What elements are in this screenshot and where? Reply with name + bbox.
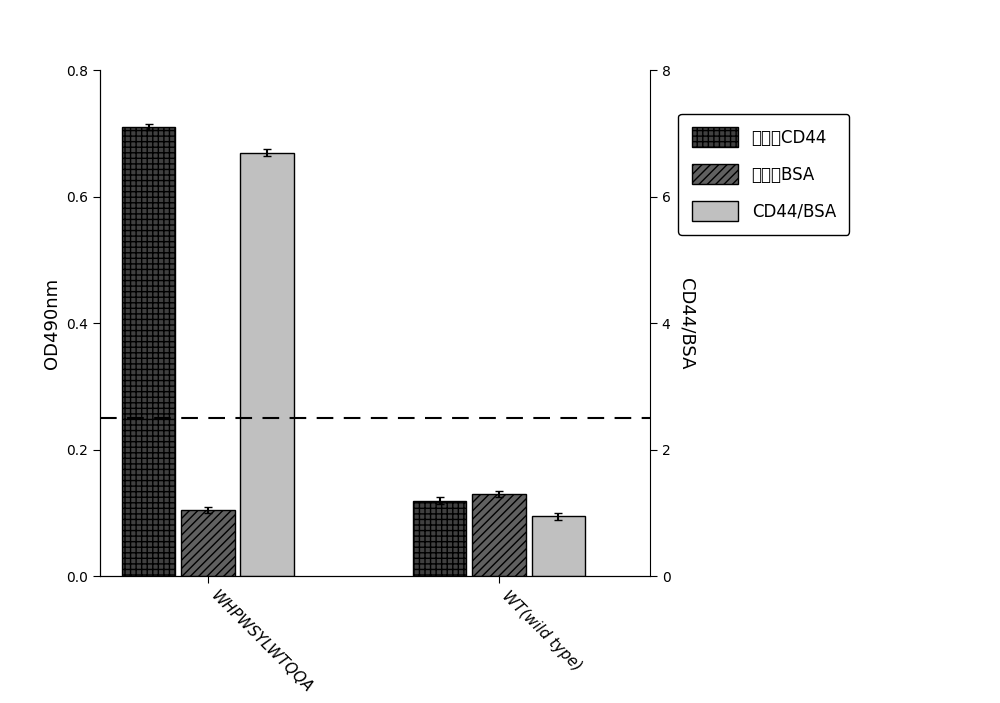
- Bar: [181, 510, 235, 576]
- Bar: [240, 153, 294, 576]
- Legend: 结合至CD44, 结合至BSA, CD44/BSA: 结合至CD44, 结合至BSA, CD44/BSA: [678, 114, 849, 235]
- Y-axis label: OD490nm: OD490nm: [43, 278, 61, 369]
- Bar: [532, 516, 585, 576]
- Bar: [413, 501, 466, 576]
- Bar: [472, 494, 526, 576]
- Bar: [122, 127, 175, 576]
- Y-axis label: CD44/BSA: CD44/BSA: [678, 278, 696, 369]
